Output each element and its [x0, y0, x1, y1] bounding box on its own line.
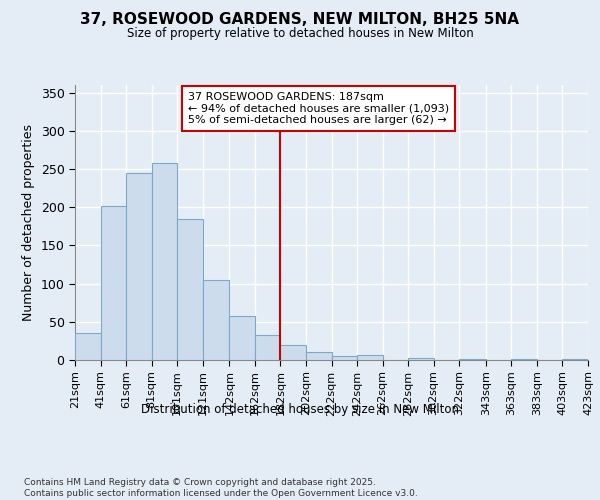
Bar [562, 359, 588, 360]
Bar [75, 334, 101, 360]
Bar [357, 356, 383, 360]
Text: Size of property relative to detached houses in New Milton: Size of property relative to detached ho… [127, 28, 473, 40]
Bar [101, 206, 126, 360]
Text: 37, ROSEWOOD GARDENS, NEW MILTON, BH25 5NA: 37, ROSEWOOD GARDENS, NEW MILTON, BH25 5… [80, 12, 520, 28]
Bar [203, 280, 229, 360]
Bar [459, 359, 486, 360]
Bar [152, 163, 177, 360]
Text: Contains HM Land Registry data © Crown copyright and database right 2025.
Contai: Contains HM Land Registry data © Crown c… [24, 478, 418, 498]
Bar [331, 356, 357, 360]
Bar [280, 344, 306, 360]
Y-axis label: Number of detached properties: Number of detached properties [22, 124, 35, 321]
Bar [229, 316, 255, 360]
Bar [126, 173, 152, 360]
Bar [177, 218, 203, 360]
Bar [255, 335, 280, 360]
Text: 37 ROSEWOOD GARDENS: 187sqm
← 94% of detached houses are smaller (1,093)
5% of s: 37 ROSEWOOD GARDENS: 187sqm ← 94% of det… [188, 92, 449, 125]
Bar [306, 352, 331, 360]
Text: Distribution of detached houses by size in New Milton: Distribution of detached houses by size … [141, 402, 459, 415]
Bar [408, 358, 434, 360]
Bar [511, 359, 537, 360]
